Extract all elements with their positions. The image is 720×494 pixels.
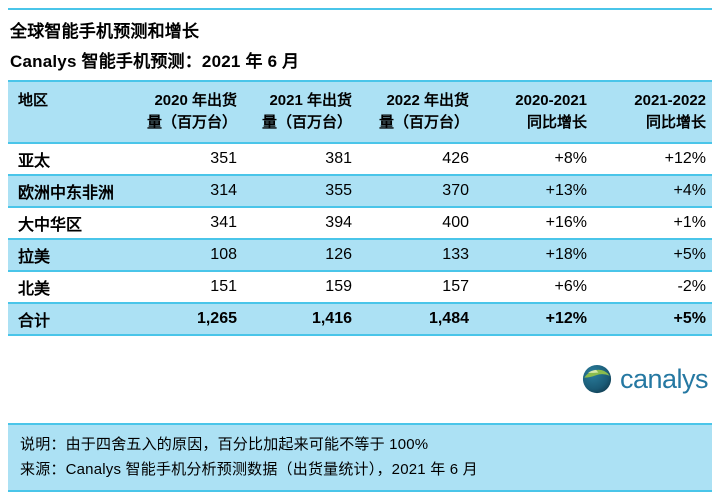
- header-region: 地区: [18, 92, 49, 109]
- region-cell: 拉美: [18, 249, 51, 266]
- value-cell: 314: [210, 182, 237, 199]
- globe-icon: [582, 364, 612, 394]
- page-subtitle: Canalys 智能手机预测：2021 年 6 月: [10, 52, 300, 71]
- value-cell: 159: [325, 278, 352, 295]
- value-cell: 426: [442, 150, 469, 167]
- value-cell: 341: [210, 214, 237, 231]
- growth-cell: +4%: [673, 182, 706, 199]
- growth-cell: +5%: [673, 246, 706, 263]
- canalys-logo: canalys: [0, 360, 709, 398]
- growth-cell: +12%: [664, 150, 706, 167]
- growth-cell: +13%: [545, 182, 587, 199]
- header-line: 量（百万台）: [378, 114, 469, 131]
- header-line: 同比增长: [645, 114, 706, 131]
- value-cell: 108: [210, 246, 237, 263]
- header-line: 2020-2021: [515, 92, 587, 109]
- top-divider-rule: [8, 8, 712, 10]
- table-row: 亚太 351 381 426 +8% +12%: [8, 143, 712, 175]
- value-cell: 126: [325, 246, 352, 263]
- value-cell: 400: [442, 214, 469, 231]
- growth-cell: +8%: [554, 150, 587, 167]
- header-line: 量（百万台）: [146, 114, 237, 131]
- growth-cell: +16%: [545, 214, 587, 231]
- value-cell: 381: [325, 150, 352, 167]
- growth-cell: +18%: [545, 246, 587, 263]
- header-line: 2020 年出货: [154, 92, 237, 109]
- header-line: 同比增长: [526, 114, 587, 131]
- value-cell: 133: [442, 246, 469, 263]
- region-cell: 北美: [18, 281, 51, 298]
- total-growth-cell: +12%: [545, 310, 587, 327]
- footnote-rounding: 说明：由于四舍五入的原因，百分比加起来可能不等于 100%: [20, 436, 429, 453]
- table-row: 拉美 108 126 133 +18% +5%: [8, 239, 712, 271]
- page-title: 全球智能手机预测和增长: [10, 22, 200, 41]
- region-cell: 大中华区: [18, 217, 83, 234]
- region-cell: 欧洲中东非洲: [18, 185, 115, 202]
- table-header-row: 地区 2020 年出货 量（百万台） 2021 年出货 量（百万台） 2022 …: [8, 81, 712, 143]
- table-row: 北美 151 159 157 +6% -2%: [8, 271, 712, 303]
- value-cell: 351: [210, 150, 237, 167]
- table-total-row: 合计 1,265 1,416 1,484 +12% +5%: [8, 303, 712, 335]
- canalys-logo-text: canalys: [619, 364, 709, 394]
- total-value-cell: 1,484: [428, 310, 469, 327]
- growth-cell: +1%: [673, 214, 706, 231]
- table-row: 欧洲中东非洲 314 355 370 +13% +4%: [8, 175, 712, 207]
- header-line: 2022 年出货: [386, 92, 469, 109]
- footnote-source: 来源：Canalys 智能手机分析预测数据（出货量统计），2021 年 6 月: [20, 461, 478, 478]
- growth-cell: +6%: [554, 278, 587, 295]
- value-cell: 151: [210, 278, 237, 295]
- forecast-table: 地区 2020 年出货 量（百万台） 2021 年出货 量（百万台） 2022 …: [8, 80, 712, 336]
- table-row: 大中华区 341 394 400 +16% +1%: [8, 207, 712, 239]
- region-cell: 亚太: [18, 153, 51, 170]
- value-cell: 394: [325, 214, 352, 231]
- header-line: 2021-2022: [634, 92, 706, 109]
- value-cell: 157: [442, 278, 469, 295]
- header-line: 量（百万台）: [261, 114, 352, 131]
- header-shipments-2020: 2020 年出货 量（百万台）: [138, 81, 243, 143]
- total-growth-cell: +5%: [673, 310, 706, 327]
- header-line: 2021 年出货: [269, 92, 352, 109]
- total-value-cell: 1,416: [311, 310, 352, 327]
- total-value-cell: 1,265: [196, 310, 237, 327]
- value-cell: 370: [442, 182, 469, 199]
- value-cell: 355: [325, 182, 352, 199]
- growth-cell: -2%: [677, 278, 706, 295]
- header-shipments-2022: 2022 年出货 量（百万台）: [358, 81, 475, 143]
- footer-note-box: 说明：由于四舍五入的原因，百分比加起来可能不等于 100% 来源：Canalys…: [8, 423, 712, 492]
- total-label-cell: 合计: [18, 313, 51, 330]
- header-shipments-2021: 2021 年出货 量（百万台）: [243, 81, 358, 143]
- header-growth-2021-2022: 2021-2022 同比增长: [593, 81, 712, 143]
- header-growth-2020-2021: 2020-2021 同比增长: [475, 81, 593, 143]
